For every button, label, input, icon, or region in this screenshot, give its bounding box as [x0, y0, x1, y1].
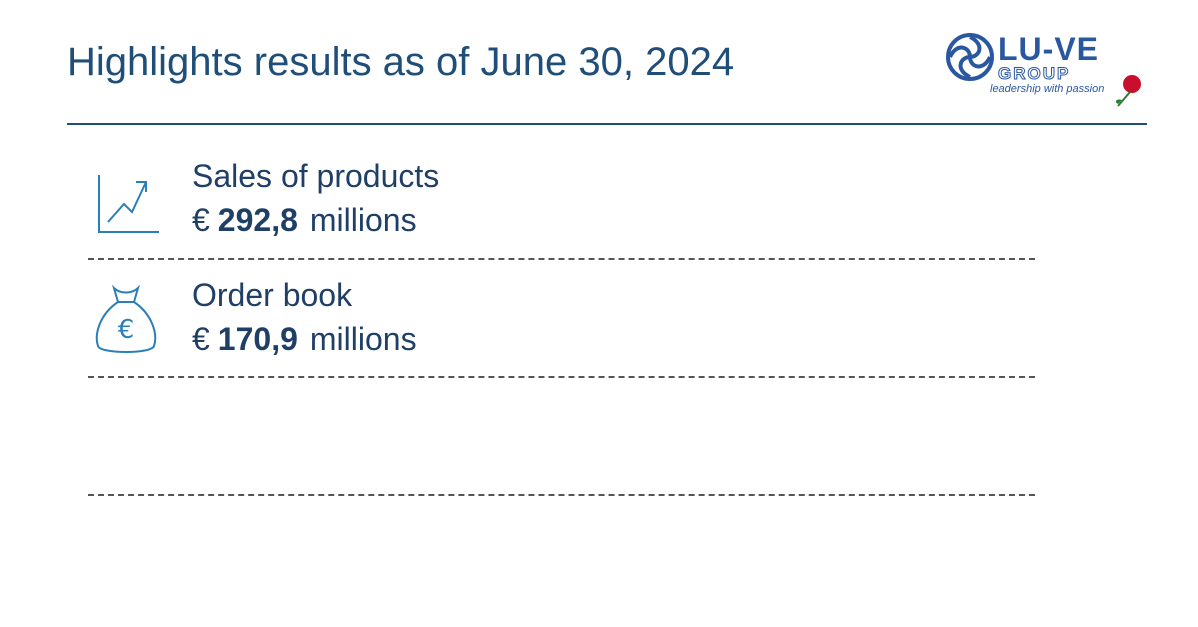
- slide-title: Highlights results as of June 30, 2024: [67, 40, 735, 84]
- euro-symbol: €: [118, 315, 135, 345]
- unit: millions: [309, 202, 417, 238]
- currency: €: [192, 321, 210, 357]
- separator: [88, 494, 1035, 496]
- header-rule: [67, 123, 1147, 125]
- item-value: €292,8 millions: [192, 202, 417, 239]
- logo-group: GROUP: [997, 64, 1071, 84]
- separator: [88, 376, 1035, 378]
- growth-icon: [98, 175, 159, 233]
- amount: 170,9: [217, 321, 298, 357]
- logo-name: LU-VE: [998, 31, 1099, 67]
- logo-mark: [946, 33, 994, 81]
- unit: millions: [309, 321, 417, 357]
- currency: €: [192, 202, 210, 238]
- money-bag-icon: €: [95, 284, 157, 353]
- item-value: €170,9 millions: [192, 321, 417, 358]
- amount: 292,8: [217, 202, 298, 238]
- separator: [88, 258, 1035, 260]
- logo-rose: [1115, 75, 1141, 107]
- item-label: Sales of products: [192, 158, 440, 194]
- item-label: Order book: [192, 277, 353, 313]
- logo-tagline: leadership with passion: [990, 83, 1105, 95]
